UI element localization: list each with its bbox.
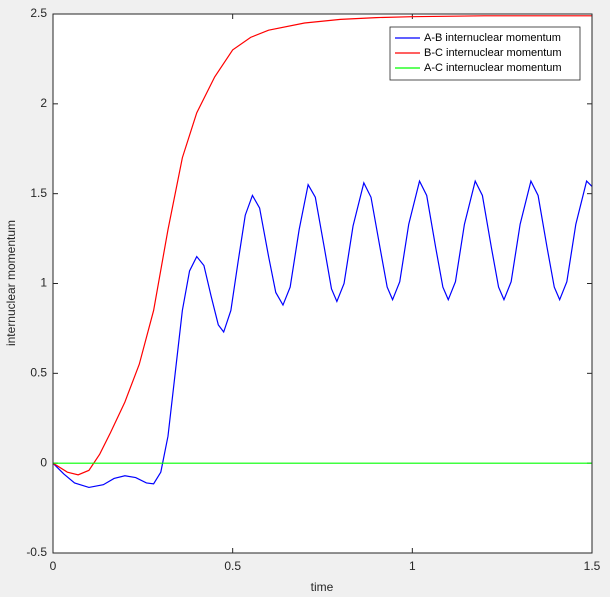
y-tick-label: 0 [40,455,47,469]
y-tick-label: 1 [40,276,47,290]
y-tick-label: 0.5 [30,366,47,380]
y-tick-label: -0.5 [26,545,47,559]
x-tick-label: 0.5 [224,559,241,573]
x-tick-label: 0 [50,559,57,573]
plot-area [53,14,592,553]
legend: A-B internuclear momentum B-C internuclea… [389,26,581,81]
legend-box [389,26,581,81]
x-tick-label: 1 [409,559,416,573]
legend-label: A-B internuclear momentum [424,32,561,44]
axes-box [52,13,593,554]
y-tick-label: 2.5 [30,6,47,20]
data-line [52,179,593,489]
y-tick-label: 2 [40,96,47,110]
y-axis-label: internuclear momentum [4,220,18,346]
data-line [52,15,592,476]
legend-label: A-C internuclear momentum [424,62,562,74]
legend-label: B-C internuclear momentum [424,47,562,59]
x-axis-label: time [311,580,334,594]
x-tick-label: 1.5 [584,559,601,573]
y-tick-label: 1.5 [30,186,47,200]
